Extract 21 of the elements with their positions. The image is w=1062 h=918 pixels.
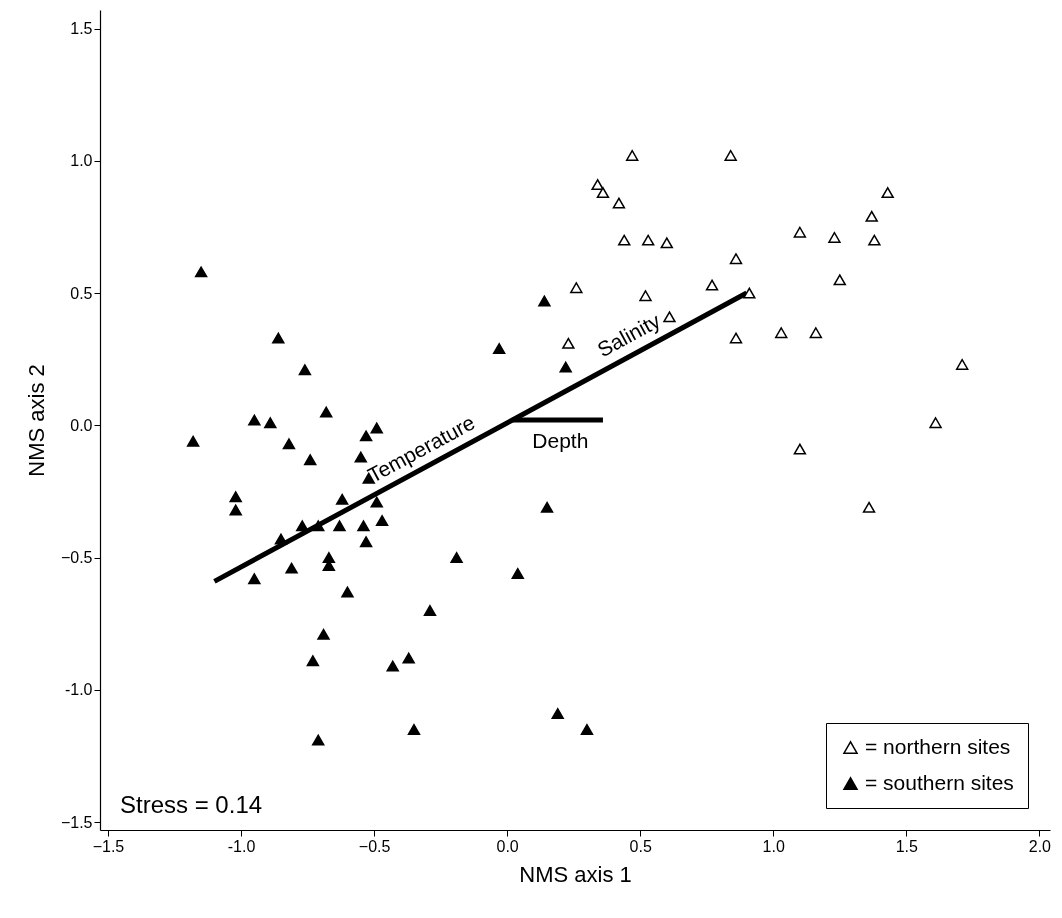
annotation: Stress = 0.14 <box>120 791 263 818</box>
x-tick-label: 1.5 <box>895 837 919 855</box>
x-tick-label: 1.0 <box>762 837 785 855</box>
legend-label: = northern sites <box>865 734 1011 758</box>
y-axis-title: NMS axis 2 <box>23 364 49 477</box>
y-tick-label: −1.5 <box>60 813 93 831</box>
x-tick-label: −0.5 <box>358 837 391 855</box>
x-tick-label: -1.0 <box>227 837 256 855</box>
annotation: Depth <box>532 429 589 452</box>
y-tick-label: 1.5 <box>70 20 93 38</box>
legend-label: = southern sites <box>865 770 1014 794</box>
x-tick-label: 2.0 <box>1028 837 1052 855</box>
y-tick-label: 0.5 <box>70 284 93 302</box>
x-tick-label: 0.0 <box>496 837 519 855</box>
y-tick-label: 0.0 <box>70 416 93 434</box>
y-tick-label: -1.0 <box>64 681 93 699</box>
x-tick-label: 0.5 <box>629 837 652 855</box>
y-tick-label: −0.5 <box>60 549 93 567</box>
x-axis-title: NMS axis 1 <box>519 861 632 887</box>
y-tick-label: 1.0 <box>70 152 93 170</box>
x-tick-label: −1.5 <box>92 837 125 855</box>
